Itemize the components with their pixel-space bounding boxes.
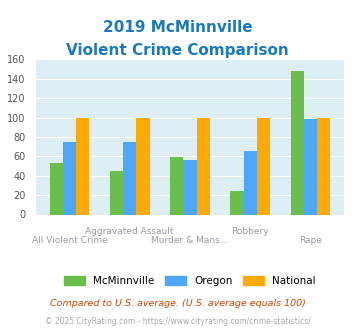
Bar [76, 117, 89, 214]
Bar [123, 142, 136, 214]
Bar [170, 157, 183, 214]
Legend: McMinnville, Oregon, National: McMinnville, Oregon, National [60, 271, 320, 290]
Bar [183, 160, 197, 214]
Bar [290, 71, 304, 214]
Text: Aggravated Assault: Aggravated Assault [86, 227, 174, 236]
Text: All Violent Crime: All Violent Crime [32, 236, 107, 245]
Bar [136, 117, 149, 214]
Bar [110, 171, 123, 214]
Bar [197, 117, 210, 214]
Bar [50, 163, 63, 215]
Text: Rape: Rape [299, 236, 322, 245]
Text: Robbery: Robbery [231, 227, 269, 236]
Text: Violent Crime Comparison: Violent Crime Comparison [66, 43, 289, 58]
Text: Murder & Mans...: Murder & Mans... [151, 236, 229, 245]
Text: 2019 McMinnville: 2019 McMinnville [103, 20, 252, 35]
Bar [244, 151, 257, 214]
Bar [304, 118, 317, 214]
Text: Compared to U.S. average. (U.S. average equals 100): Compared to U.S. average. (U.S. average … [50, 299, 305, 308]
Bar [317, 117, 330, 214]
Bar [63, 142, 76, 214]
Bar [230, 191, 244, 214]
Text: © 2025 CityRating.com - https://www.cityrating.com/crime-statistics/: © 2025 CityRating.com - https://www.city… [45, 317, 310, 326]
Bar [257, 117, 270, 214]
